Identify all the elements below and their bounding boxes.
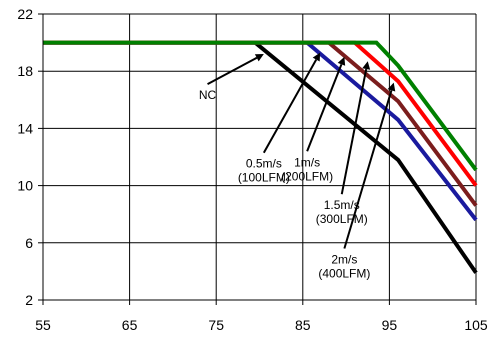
annotation-label-s1: 1m/s [294,155,320,169]
x-tick-label: 65 [122,317,138,333]
annotation-label-s15: 1.5m/s [324,198,360,212]
annotation-label-nc: NC [199,88,217,102]
annotation-arrowhead-s15 [362,61,371,70]
y-tick-label: 10 [17,178,33,194]
annotation-arrowhead-s1 [337,56,346,66]
annotation-arrow-nc [207,56,258,85]
y-tick-label: 22 [17,6,33,22]
annotation-arrowhead-s05 [312,52,321,62]
annotation-arrow-s1 [306,63,343,152]
y-tick-label: 14 [17,120,33,136]
annotation-arrow-s2 [343,90,393,249]
x-tick-label: 105 [464,317,488,333]
annotations: NC 0.5m/s(100LFM) 1m/s(200LFM) 1.5m/s(300LF… [199,52,396,281]
axes: 55 65 75 85 95 105 2 6 10 14 18 22 [17,6,487,333]
annotation-label-s1: (200LFM) [281,169,333,183]
series-line-s2 [43,40,478,172]
annotation-arrow-s05 [262,59,318,154]
annotation-label-s2: (400LFM) [318,267,370,281]
annotation-arrowhead-nc [254,54,264,62]
y-tick-label: 6 [25,235,33,251]
series-line-s05 [43,40,478,222]
x-tick-label: 95 [382,317,398,333]
annotation-arrow-s15 [340,68,368,195]
x-tick-label: 55 [35,317,51,333]
annotation-label-s05: (100LFM) [238,171,290,185]
y-tick-label: 2 [25,292,33,308]
annotation-label-s2: 2m/s [331,253,357,267]
x-tick-label: 75 [208,317,224,333]
annotation-label-s05: 0.5m/s [246,157,282,171]
annotation-label-s15: (300LFM) [316,212,368,226]
y-tick-label: 18 [17,63,33,79]
x-tick-label: 85 [295,317,311,333]
annotation-arrowhead-s2 [387,82,396,92]
